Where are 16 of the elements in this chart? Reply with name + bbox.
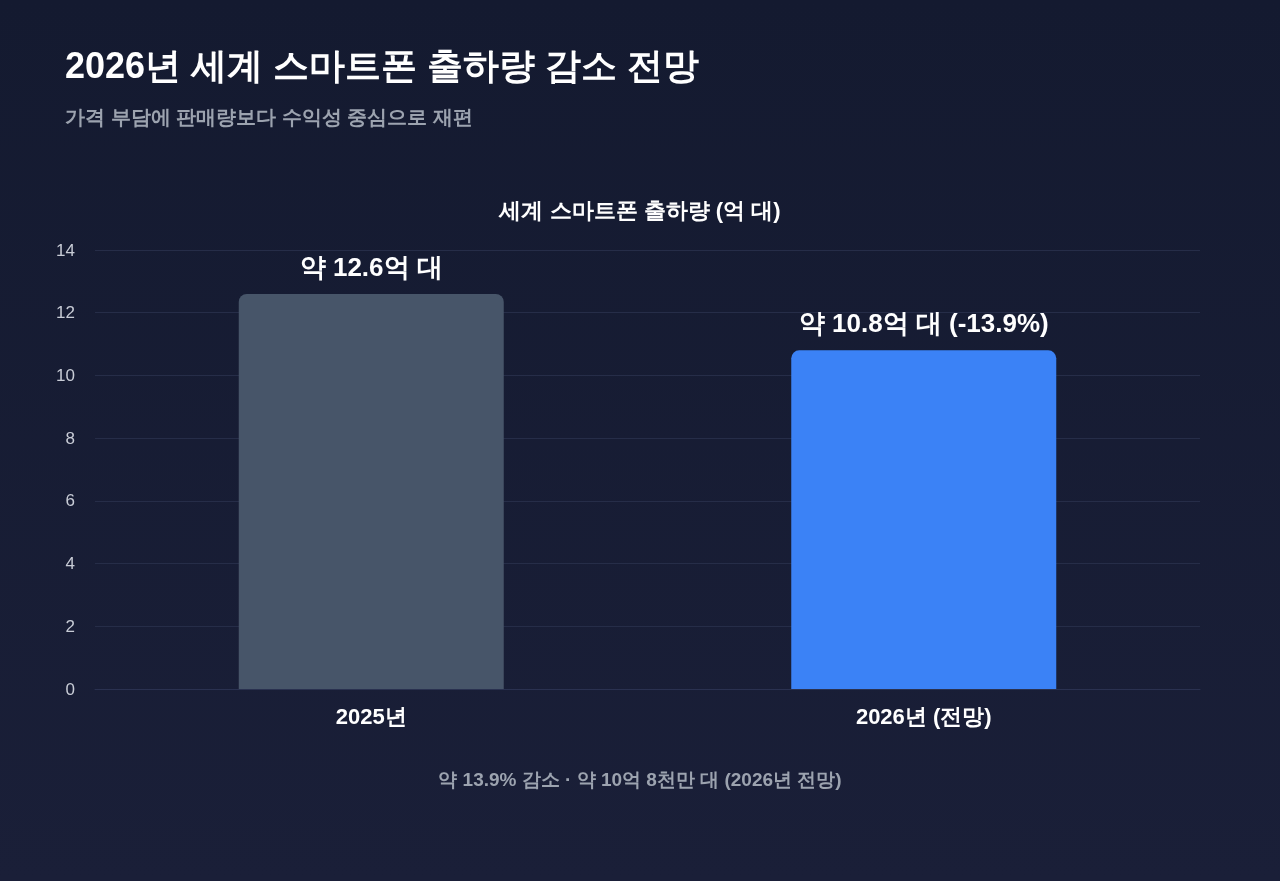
text: 약 13.9% 감소 · 약 10억 8천만 대 (2026년 전망)	[438, 769, 842, 790]
data-label: 약 10.8억 대 (-13.9%)	[798, 308, 1049, 339]
chart-subtitle: 가격 부담에 판매량보다 수익성 중심으로 재편	[65, 106, 473, 128]
x-tick-label: 2026년 (전망)	[855, 703, 992, 729]
y-axis-title: 세계 스마트폰 출하량 (억 대)	[498, 197, 781, 223]
x-tick-label: 2025년	[335, 703, 407, 729]
data-label: 약 12.6억 대	[299, 251, 443, 282]
y-tick-label: 4	[65, 554, 75, 574]
y-tick-label: 0	[65, 679, 75, 699]
y-tick-label: 10	[56, 365, 75, 385]
y-tick-label: 8	[65, 428, 75, 448]
y-tick-label: 6	[65, 491, 75, 511]
y-tick-label: 12	[56, 303, 75, 323]
y-tick-label: 14	[56, 240, 75, 260]
y-tick-label: 2	[65, 616, 75, 636]
chart-title: 2026년 세계 스마트폰 출하량 감소 전망	[65, 44, 700, 86]
